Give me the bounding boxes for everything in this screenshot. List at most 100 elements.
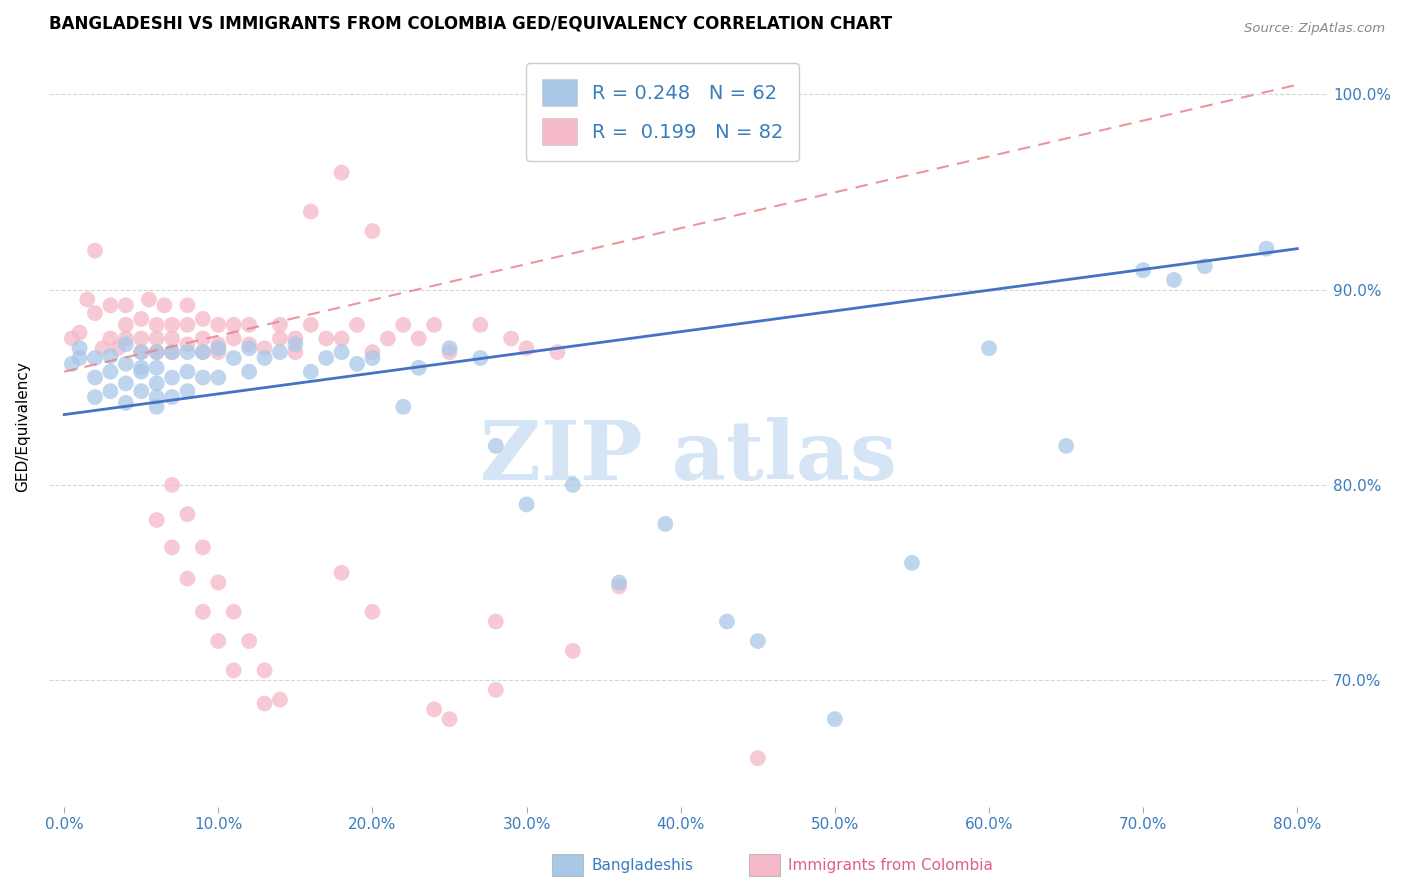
- Point: [100, 365, 122, 379]
- Point: [207, 370, 229, 384]
- Point: [1163, 273, 1185, 287]
- Point: [222, 663, 245, 677]
- Point: [160, 345, 183, 359]
- Point: [176, 572, 198, 586]
- Point: [284, 345, 307, 359]
- Point: [654, 516, 676, 531]
- Point: [346, 357, 368, 371]
- Point: [222, 331, 245, 345]
- Point: [439, 341, 461, 355]
- Point: [561, 644, 583, 658]
- Point: [392, 318, 415, 332]
- Point: [114, 298, 136, 312]
- Point: [145, 376, 167, 391]
- Point: [1054, 439, 1077, 453]
- Point: [361, 605, 384, 619]
- Point: [299, 365, 322, 379]
- Point: [145, 513, 167, 527]
- Point: [191, 605, 214, 619]
- Point: [485, 615, 508, 629]
- Point: [129, 345, 152, 359]
- Point: [69, 351, 91, 365]
- Point: [191, 541, 214, 555]
- Point: [238, 337, 260, 351]
- Point: [315, 331, 337, 345]
- Point: [470, 351, 492, 365]
- Point: [901, 556, 924, 570]
- Point: [160, 345, 183, 359]
- Point: [1132, 263, 1154, 277]
- Point: [470, 318, 492, 332]
- Point: [1256, 242, 1278, 256]
- Point: [546, 345, 568, 359]
- Point: [191, 345, 214, 359]
- Point: [145, 345, 167, 359]
- Point: [207, 341, 229, 355]
- Point: [129, 345, 152, 359]
- Point: [361, 351, 384, 365]
- Point: [160, 478, 183, 492]
- Point: [129, 365, 152, 379]
- Point: [824, 712, 846, 726]
- Point: [160, 318, 183, 332]
- Point: [145, 331, 167, 345]
- Point: [129, 331, 152, 345]
- Point: [485, 439, 508, 453]
- Point: [222, 318, 245, 332]
- Point: [176, 384, 198, 399]
- Point: [207, 318, 229, 332]
- Point: [222, 605, 245, 619]
- Point: [207, 575, 229, 590]
- Point: [176, 345, 198, 359]
- Point: [129, 384, 152, 399]
- Point: [238, 318, 260, 332]
- Point: [299, 318, 322, 332]
- Point: [346, 318, 368, 332]
- Point: [176, 318, 198, 332]
- Point: [138, 293, 160, 307]
- Point: [439, 345, 461, 359]
- Point: [84, 244, 107, 258]
- Point: [60, 357, 83, 371]
- Point: [145, 360, 167, 375]
- Point: [160, 390, 183, 404]
- Point: [361, 345, 384, 359]
- Point: [253, 697, 276, 711]
- Point: [69, 326, 91, 340]
- Point: [145, 318, 167, 332]
- Point: [747, 751, 769, 765]
- Point: [114, 331, 136, 345]
- Point: [114, 318, 136, 332]
- Point: [191, 370, 214, 384]
- Point: [84, 306, 107, 320]
- Point: [238, 341, 260, 355]
- Point: [69, 341, 91, 355]
- Point: [129, 360, 152, 375]
- Point: [76, 293, 98, 307]
- Point: [176, 507, 198, 521]
- Point: [207, 345, 229, 359]
- Point: [114, 337, 136, 351]
- Point: [392, 400, 415, 414]
- Point: [284, 337, 307, 351]
- Point: [516, 497, 538, 511]
- Point: [114, 396, 136, 410]
- Point: [84, 370, 107, 384]
- Legend: R = 0.248   N = 62, R =  0.199   N = 82: R = 0.248 N = 62, R = 0.199 N = 82: [526, 63, 800, 161]
- FancyBboxPatch shape: [748, 854, 779, 876]
- Point: [91, 341, 114, 355]
- Y-axis label: GED/Equivalency: GED/Equivalency: [15, 361, 30, 491]
- Point: [501, 331, 523, 345]
- Point: [100, 331, 122, 345]
- Point: [207, 634, 229, 648]
- Point: [107, 341, 129, 355]
- Point: [408, 360, 430, 375]
- Point: [361, 224, 384, 238]
- Point: [145, 345, 167, 359]
- Point: [377, 331, 399, 345]
- Point: [423, 318, 446, 332]
- Point: [207, 337, 229, 351]
- Point: [60, 331, 83, 345]
- Point: [153, 298, 176, 312]
- Point: [160, 331, 183, 345]
